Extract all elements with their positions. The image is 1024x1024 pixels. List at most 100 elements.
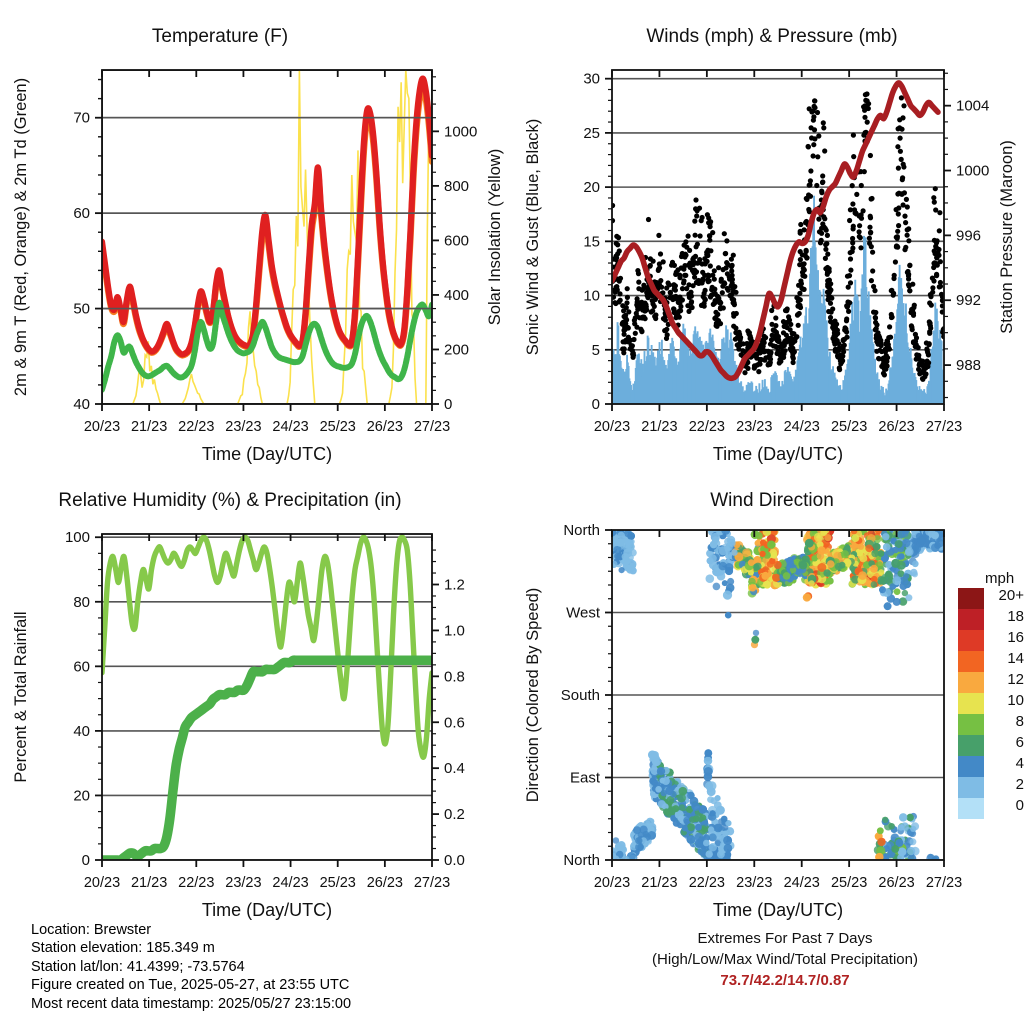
- wind-direction-point: [615, 842, 622, 850]
- wind-direction-point: [897, 847, 907, 857]
- colorbar-swatch: [958, 651, 984, 672]
- gust-point: [778, 358, 784, 364]
- gust-point: [931, 264, 937, 271]
- wind-direction-point: [713, 823, 723, 833]
- wind-direction-point: [876, 827, 884, 835]
- wind-direction-point: [656, 767, 666, 776]
- wind-ytick: 30: [583, 71, 600, 88]
- gust-point: [692, 274, 698, 280]
- gust-point: [616, 299, 622, 305]
- wind-direction-point: [858, 571, 867, 580]
- winddir-xtick: 22/23: [689, 875, 725, 891]
- wind-direction-point: [892, 597, 901, 606]
- gust-point: [827, 314, 834, 321]
- wind-direction-point: [870, 564, 878, 573]
- wind-direction-point: [672, 819, 680, 827]
- gust-point: [718, 276, 724, 282]
- gust-point: [911, 302, 917, 308]
- pressure-ytick: 1004: [956, 98, 989, 115]
- gust-point: [790, 359, 796, 366]
- gust-point: [779, 342, 785, 348]
- gust-point: [937, 210, 943, 216]
- gust-point: [881, 365, 887, 371]
- gust-point: [908, 323, 914, 329]
- wind-direction-point: [612, 837, 620, 844]
- wind-direction-point: [899, 813, 908, 822]
- gust-point: [645, 216, 652, 223]
- wind-direction-point: [748, 577, 756, 586]
- colorbar-swatch: [958, 630, 984, 651]
- wind-direction-point: [882, 816, 889, 824]
- gust-point: [710, 230, 716, 236]
- gust-point: [727, 292, 733, 299]
- gust-point: [928, 325, 934, 331]
- gust-point: [731, 323, 737, 329]
- gust-point: [850, 201, 856, 207]
- gust-point: [927, 320, 933, 326]
- rain-ytick: 1.0: [444, 622, 465, 639]
- gust-point: [816, 216, 822, 222]
- gust-point: [702, 256, 708, 262]
- gust-point: [729, 268, 735, 274]
- wind-direction-point: [872, 542, 881, 551]
- gust-point: [819, 179, 826, 186]
- wind-direction-point: [891, 845, 900, 853]
- rh-xtick: 21/23: [131, 875, 167, 891]
- pressure-ylabel: Station Pressure (Maroon): [998, 140, 1016, 334]
- gust-point: [871, 309, 877, 315]
- gust-point: [850, 240, 856, 246]
- gust-point: [707, 263, 713, 269]
- wind-direction-point: [717, 850, 725, 859]
- wind-direction-point: [870, 575, 878, 583]
- wind-direction-point: [652, 758, 661, 767]
- gust-point: [694, 213, 700, 219]
- wind-direction-point: [642, 830, 650, 838]
- gust-point: [787, 327, 793, 333]
- gust-point: [811, 142, 817, 148]
- temp-ytick: 70: [73, 110, 90, 127]
- gust-point: [621, 346, 627, 352]
- rain-ytick: 1.2: [444, 577, 465, 594]
- gust-point: [893, 234, 899, 240]
- gust-point: [807, 182, 813, 188]
- gust-point: [673, 269, 679, 275]
- gust-point: [891, 290, 897, 296]
- gust-point: [768, 337, 775, 343]
- gust-point: [923, 340, 929, 346]
- gust-point: [878, 343, 884, 349]
- solar-ytick: 800: [444, 178, 469, 195]
- wind-direction-point: [715, 805, 725, 815]
- wind-direction-point: [754, 562, 762, 570]
- gust-point: [759, 346, 766, 352]
- gust-point: [663, 335, 670, 341]
- gust-point: [650, 301, 656, 307]
- gust-point: [903, 220, 909, 226]
- gust-point: [648, 309, 654, 315]
- gust-point: [660, 259, 666, 265]
- wind-direction-point: [648, 750, 657, 760]
- gust-point: [723, 265, 729, 271]
- gust-point: [624, 286, 630, 292]
- gust-point: [713, 309, 719, 315]
- colorbar-tick-label: 20+: [998, 587, 1024, 604]
- gust-point: [893, 244, 899, 250]
- temp-xtick: 21/23: [131, 419, 167, 435]
- gust-point: [794, 312, 801, 318]
- colorbar-tick-label: 14: [1007, 650, 1024, 667]
- gust-point: [826, 277, 832, 283]
- footer-location: Location: Brewster: [31, 922, 152, 938]
- wind-direction-point: [622, 855, 630, 860]
- wind-direction-point: [893, 588, 901, 595]
- colorbar-tick-label: 4: [1015, 755, 1024, 772]
- gust-point: [622, 338, 628, 344]
- wind-direction-point: [720, 815, 728, 823]
- gust-point: [736, 329, 742, 335]
- humidity-chart: 0 20 40 60 80 100 0.0 0.2 0.4 0.6 0.8 1.0 1.2 20/23 21…: [12, 529, 465, 920]
- gust-point: [662, 317, 668, 323]
- gust-point: [866, 235, 872, 241]
- wind-direction-point: [655, 786, 662, 793]
- gust-point: [672, 287, 678, 293]
- wind-direction-point: [657, 800, 666, 809]
- wind-direction-point: [616, 538, 625, 547]
- wind-direction-point: [901, 589, 909, 597]
